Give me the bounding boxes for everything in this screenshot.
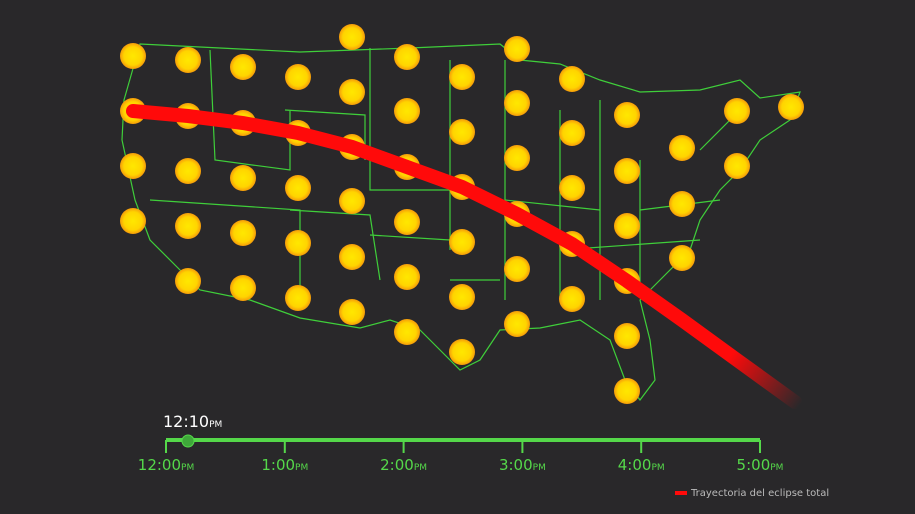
sun-marker xyxy=(394,98,420,124)
sun-marker xyxy=(394,44,420,70)
sun-marker xyxy=(230,220,256,246)
sun-marker xyxy=(614,102,640,128)
tick-label: 5:00PM xyxy=(737,456,784,474)
sun-marker xyxy=(724,153,750,179)
sun-marker xyxy=(175,213,201,239)
timeline-knob[interactable] xyxy=(181,434,195,448)
sun-marker xyxy=(120,153,146,179)
sun-marker xyxy=(449,339,475,365)
tick-time: 5:00 xyxy=(737,456,771,474)
sun-marker xyxy=(230,54,256,80)
sun-marker xyxy=(285,285,311,311)
sun-marker xyxy=(285,230,311,256)
eclipse-path xyxy=(126,104,802,409)
sun-marker xyxy=(175,268,201,294)
sun-marker xyxy=(504,311,530,337)
tick-suffix: PM xyxy=(770,463,783,473)
sun-marker xyxy=(669,135,695,161)
sun-marker xyxy=(175,158,201,184)
sun-marker xyxy=(614,213,640,239)
tick-suffix: PM xyxy=(295,463,308,473)
tick-time: 1:00 xyxy=(261,456,295,474)
sun-marker xyxy=(504,256,530,282)
sun-marker xyxy=(285,175,311,201)
sun-marker xyxy=(339,244,365,270)
sun-marker xyxy=(394,264,420,290)
sun-marker xyxy=(614,378,640,404)
tick-label: 4:00PM xyxy=(618,456,665,474)
sun-marker xyxy=(778,94,804,120)
tick-label: 2:00PM xyxy=(380,456,427,474)
sun-marker xyxy=(394,319,420,345)
tick-time: 12:00 xyxy=(138,456,181,474)
sun-marker xyxy=(230,275,256,301)
tick-time: 2:00 xyxy=(380,456,414,474)
tick-suffix: PM xyxy=(651,463,664,473)
sun-marker xyxy=(175,47,201,73)
sun-marker xyxy=(339,79,365,105)
tick-suffix: PM xyxy=(414,463,427,473)
sun-marker xyxy=(339,299,365,325)
sun-marker xyxy=(120,208,146,234)
tick-label: 3:00PM xyxy=(499,456,546,474)
sun-marker xyxy=(230,165,256,191)
state-markers xyxy=(120,24,804,404)
legend-label: Trayectoria del eclipse total xyxy=(690,488,829,499)
sun-marker xyxy=(394,209,420,235)
sun-marker xyxy=(449,284,475,310)
sun-marker xyxy=(120,43,146,69)
sun-marker xyxy=(559,175,585,201)
sun-marker xyxy=(504,36,530,62)
sun-marker xyxy=(614,158,640,184)
sun-marker xyxy=(504,145,530,171)
sun-marker xyxy=(559,120,585,146)
sun-marker xyxy=(449,119,475,145)
tick-time: 4:00 xyxy=(618,456,652,474)
sun-marker xyxy=(504,90,530,116)
sun-marker xyxy=(614,323,640,349)
sun-marker xyxy=(449,64,475,90)
sun-marker xyxy=(285,64,311,90)
sun-marker xyxy=(669,191,695,217)
sun-marker xyxy=(669,245,695,271)
sun-marker xyxy=(559,66,585,92)
sun-marker xyxy=(559,286,585,312)
sun-marker xyxy=(724,98,750,124)
tick-label: 1:00PM xyxy=(261,456,308,474)
tick-time: 3:00 xyxy=(499,456,533,474)
sun-marker xyxy=(339,24,365,50)
tick-suffix: PM xyxy=(181,463,194,473)
tick-suffix: PM xyxy=(533,463,546,473)
timeline-ticks: 12:00PM 1:00PM 2:00PM 3:00PM 4:00PM 5:00PM xyxy=(138,440,784,474)
sun-marker xyxy=(339,188,365,214)
current-time: 12:10PM xyxy=(163,412,222,431)
sun-marker xyxy=(449,229,475,255)
tick-label: 12:00PM xyxy=(138,456,194,474)
